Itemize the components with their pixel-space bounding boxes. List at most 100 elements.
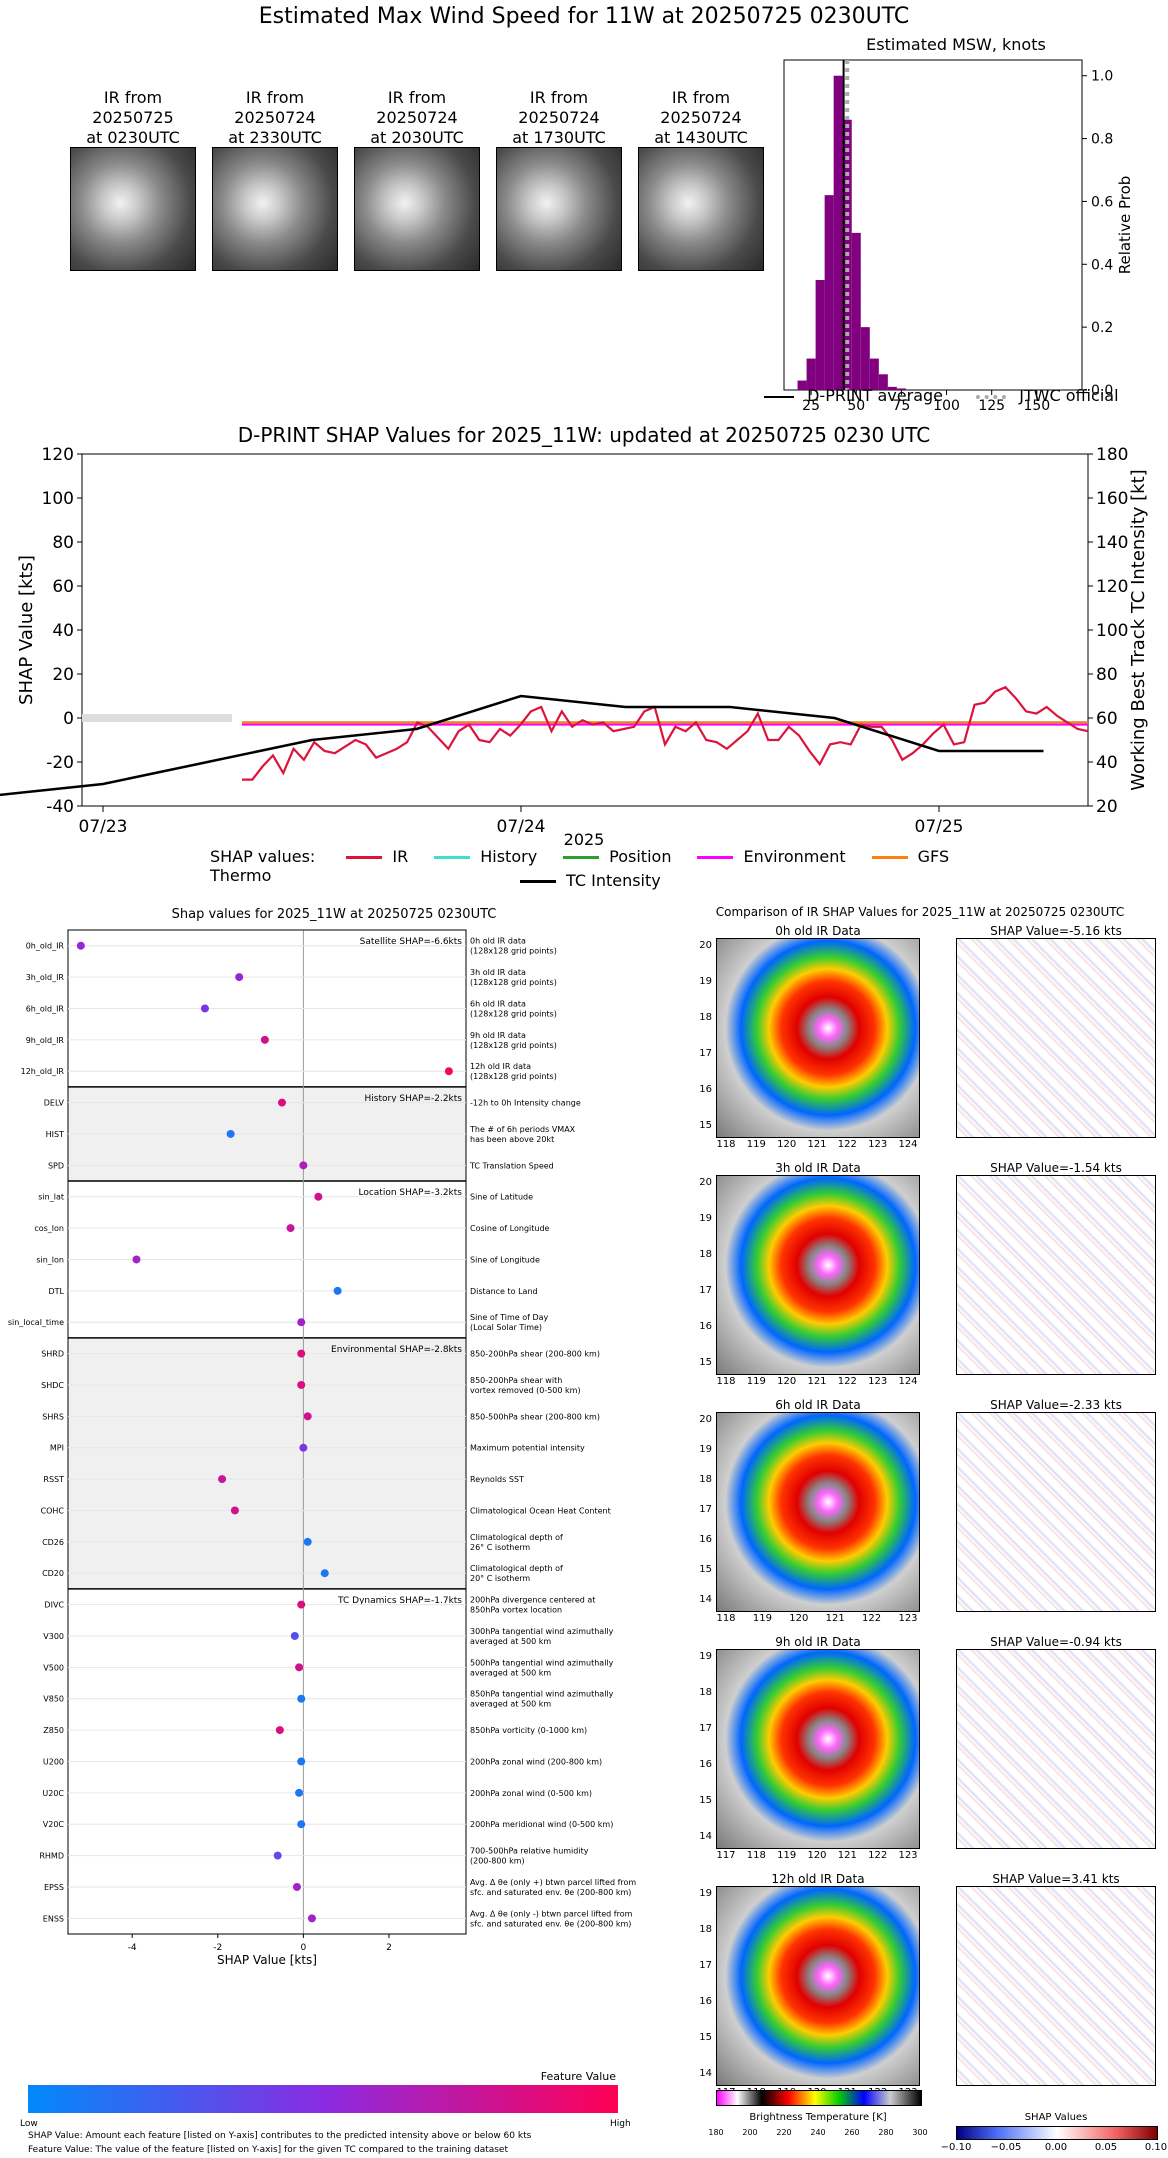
shap-point — [297, 1757, 306, 1766]
ts-legend-label: History — [480, 847, 538, 866]
ir-thumb-label-line: at 1730UTC — [512, 128, 606, 147]
timeseries-chart: D-PRINT SHAP Values for 2025_11W: update… — [0, 423, 1149, 849]
shap-xtick-label: -4 — [128, 1943, 137, 1953]
shap-feature-name: V20C — [43, 1820, 65, 1829]
shap-feature-desc: 9h old IR data — [470, 1031, 526, 1040]
ts-ytick-left-label: 20 — [52, 665, 74, 685]
shap-feature-desc: (128x128 grid points) — [470, 1009, 557, 1018]
shap-panel-title: Shap values for 2025_11W at 20250725 023… — [172, 907, 497, 922]
ir-ytick-label: 20 — [699, 1414, 712, 1425]
ts-left-ticks: 120 100 80 60 40 20 0 -20 -40 — [42, 445, 82, 817]
shap-feature-desc: 850hPa vortex location — [470, 1606, 562, 1615]
ir-ytick-label: 18 — [699, 1924, 712, 1935]
shap-group-label: History SHAP=-2.2kts — [365, 1094, 463, 1104]
shap-feature-name: MPI — [50, 1444, 64, 1453]
msw-bar — [878, 374, 888, 390]
shap-feature-desc: (128x128 grid points) — [470, 1072, 557, 1081]
ir-ytick-label: 19 — [699, 1651, 712, 1662]
shap-point — [297, 1694, 306, 1703]
ir-xtick-label: 123 — [898, 1850, 918, 1861]
ir-ytick-label: 17 — [699, 1723, 712, 1734]
shap-feature-name: 12h_old_IR — [21, 1067, 65, 1076]
ir-xtick-label: 123 — [898, 1613, 918, 1624]
shap-feature-name: RHMD — [39, 1852, 64, 1861]
shap-feature-name: V500 — [43, 1663, 64, 1672]
shap-feature-desc: The # of 6h periods VMAX — [469, 1125, 576, 1134]
ir-thumb-image — [354, 147, 480, 271]
shap-xtick-label: 2 — [386, 1943, 392, 1953]
sv-tick-label: −0.10 — [940, 2142, 972, 2153]
shap-feature-desc: vortex removed (0-500 km) — [470, 1386, 581, 1395]
ts-xlabel: 2025 — [564, 830, 605, 849]
msw-ytick-label: 1.0 — [1091, 69, 1113, 85]
shap-feature-name: 9h_old_IR — [26, 1036, 65, 1045]
ts-ytick-left-label: 60 — [52, 577, 74, 597]
ir-thumb-label: IR from 20250724 at 1430UTC — [628, 88, 774, 148]
ir-xtick-label: 118 — [716, 1613, 736, 1624]
shap-feature-desc: 200hPa zonal wind (200-800 km) — [470, 1757, 602, 1766]
shap-feature-desc: (128x128 grid points) — [470, 1041, 557, 1050]
shap-feature-name: HIST — [46, 1130, 64, 1139]
ir-ytick-label: 18 — [699, 1687, 712, 1698]
sv-tick-label: 0.10 — [1144, 2142, 1168, 2153]
ir-ytick-label: 17 — [699, 1504, 712, 1515]
shap-feature-desc: Sine of Latitude — [470, 1193, 533, 1202]
shap-point — [295, 1788, 304, 1797]
shap-feature-desc: 6h old IR data — [470, 999, 526, 1008]
shap-feature-name: RSST — [43, 1475, 64, 1484]
msw-histogram: Estimated MSW, knots 25 50 75 100 125 150 0.0… — [783, 35, 1134, 414]
ir-image — [716, 1412, 920, 1612]
shap-feature-name: DTL — [48, 1287, 64, 1296]
msw-ytick-label: 0.0 — [1091, 383, 1113, 399]
sv-tick-label: 0.05 — [1094, 2142, 1118, 2153]
ir-ytick-label: 14 — [699, 1831, 712, 1842]
ts-legend-label: IR — [392, 847, 409, 866]
shap-point — [297, 1380, 306, 1389]
shap-image — [956, 1649, 1156, 1849]
ir-xtick-label: 123 — [868, 1376, 888, 1387]
shap-point — [273, 1851, 282, 1860]
shap-feature-desc: 200hPa meridional wind (0-500 km) — [470, 1820, 613, 1829]
shap-point — [275, 1726, 284, 1735]
shap-feature-desc: (128x128 grid points) — [470, 978, 557, 987]
shap-image — [956, 1412, 1156, 1612]
ir-compare-title: Comparison of IR SHAP Values for 2025_11… — [715, 905, 1125, 919]
bt-label: Brightness Temperature [K] — [749, 2112, 887, 2123]
ir-thumb-label-line: 20250724 — [660, 108, 742, 127]
shap-feature-desc: Reynolds SST — [470, 1475, 524, 1484]
shap-xtick-label: 0 — [301, 1943, 307, 1953]
ir-xtick-label: 122 — [837, 1376, 857, 1387]
shap-image — [956, 1175, 1156, 1375]
shap-image-title: SHAP Value=3.41 kts — [992, 1872, 1120, 1886]
msw-xtick-label: 75 — [892, 398, 910, 414]
msw-bar — [851, 232, 861, 390]
shap-feature-desc: Avg. Δ θe (only +) btwn parcel lifted fr… — [470, 1878, 636, 1887]
ir-thumb-label-line: at 1430UTC — [654, 128, 748, 147]
ts-legend-item: GFS Thermo — [210, 847, 949, 885]
ir-ytick-label: 18 — [699, 1012, 712, 1023]
ts-ytick-right-label: 20 — [1096, 797, 1118, 817]
shap-feature-desc: Sine of Time of Day — [470, 1313, 549, 1322]
ts-legend-swatch — [697, 856, 734, 859]
shap-image-title: SHAP Value=-1.54 kts — [990, 1161, 1122, 1175]
shap-point — [307, 1914, 316, 1923]
ts-ytick-right-label: 120 — [1096, 577, 1128, 597]
bt-tick-label: 300 — [912, 2128, 928, 2137]
shap-panel: Shap values for 2025_11W at 20250725 023… — [8, 907, 637, 2155]
shap-feature-desc: Cosine of Longitude — [470, 1224, 550, 1233]
shap-feature-name: sin_local_time — [8, 1318, 64, 1327]
shap-group-label: TC Dynamics SHAP=-1.7kts — [337, 1596, 462, 1606]
shap-feature-desc: has been above 20kt — [470, 1135, 554, 1144]
ts-ytick-right-label: 80 — [1096, 665, 1118, 685]
shap-feature-desc: 850-200hPa shear with — [470, 1376, 562, 1385]
shap-group-label: Satellite SHAP=-6.6kts — [360, 937, 463, 947]
ts-ytick-right-label: 140 — [1096, 533, 1128, 553]
bt-tick-label: 220 — [776, 2128, 792, 2137]
shap-feature-desc: Maximum potential intensity — [470, 1444, 585, 1453]
ts-legend-label: TC Intensity — [566, 871, 661, 890]
series-line-ir — [242, 685, 1089, 781]
ir-xtick-label: 118 — [716, 1139, 736, 1150]
ts-ytick-right-label: 100 — [1096, 621, 1128, 641]
shap-feature-name: ENSS — [43, 1914, 64, 1923]
